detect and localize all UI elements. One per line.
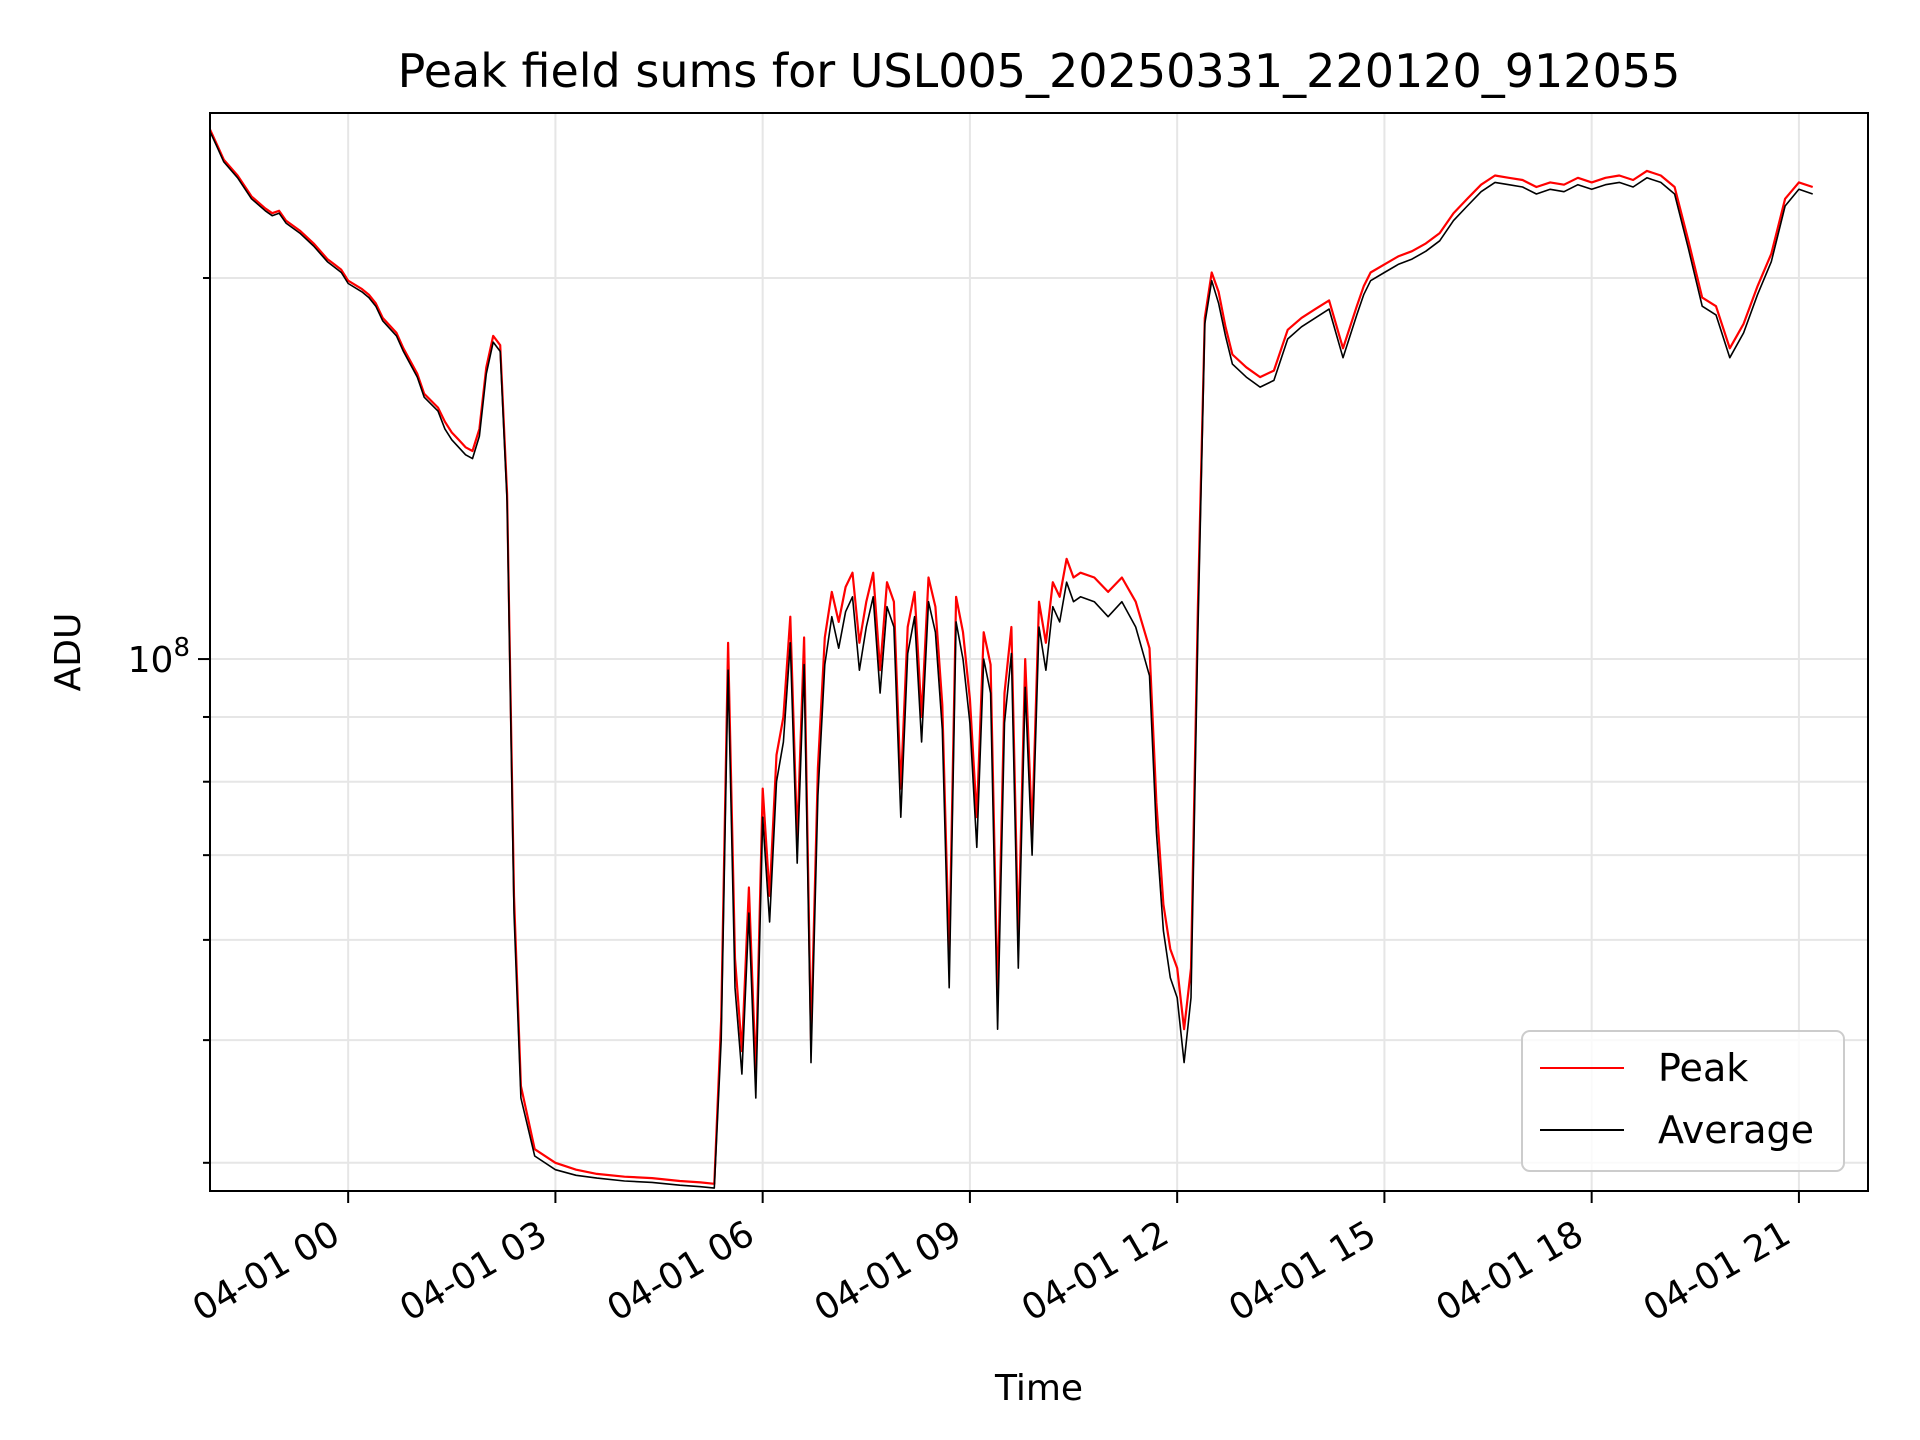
legend-label-average: Average	[1658, 1108, 1814, 1152]
y-axis-label: ADU	[48, 613, 89, 692]
x-axis-label: Time	[994, 1368, 1083, 1409]
x-tick-label: 04-01 21	[1637, 1213, 1798, 1329]
x-axis: 04-01 00 04-01 03 04-01 06 04-01 09 04-01 12…	[186, 1191, 1800, 1330]
series-line-average	[209, 131, 1813, 1189]
x-tick-label: 04-01 06	[600, 1213, 761, 1329]
legend-label-peak: Peak	[1658, 1046, 1748, 1090]
x-tick-label: 04-01 15	[1222, 1213, 1383, 1329]
x-tick-label: 04-01 03	[393, 1213, 554, 1329]
x-tick-label: 04-01 12	[1015, 1213, 1176, 1329]
legend-box	[1521, 1030, 1845, 1172]
plot-area-frame	[209, 112, 1869, 1192]
legend: Peak Average	[1521, 1030, 1845, 1172]
grid	[210, 113, 1868, 1191]
series-layer	[209, 129, 1814, 1189]
y-axis: 108	[128, 276, 210, 1164]
chart-title: Peak field sums for USL005_20250331_2201…	[398, 44, 1681, 98]
x-tick-label: 04-01 00	[186, 1213, 347, 1329]
y-tick-label: 108	[128, 633, 190, 681]
x-tick-label: 04-01 09	[808, 1213, 969, 1329]
x-tick-label: 04-01 18	[1429, 1213, 1590, 1329]
